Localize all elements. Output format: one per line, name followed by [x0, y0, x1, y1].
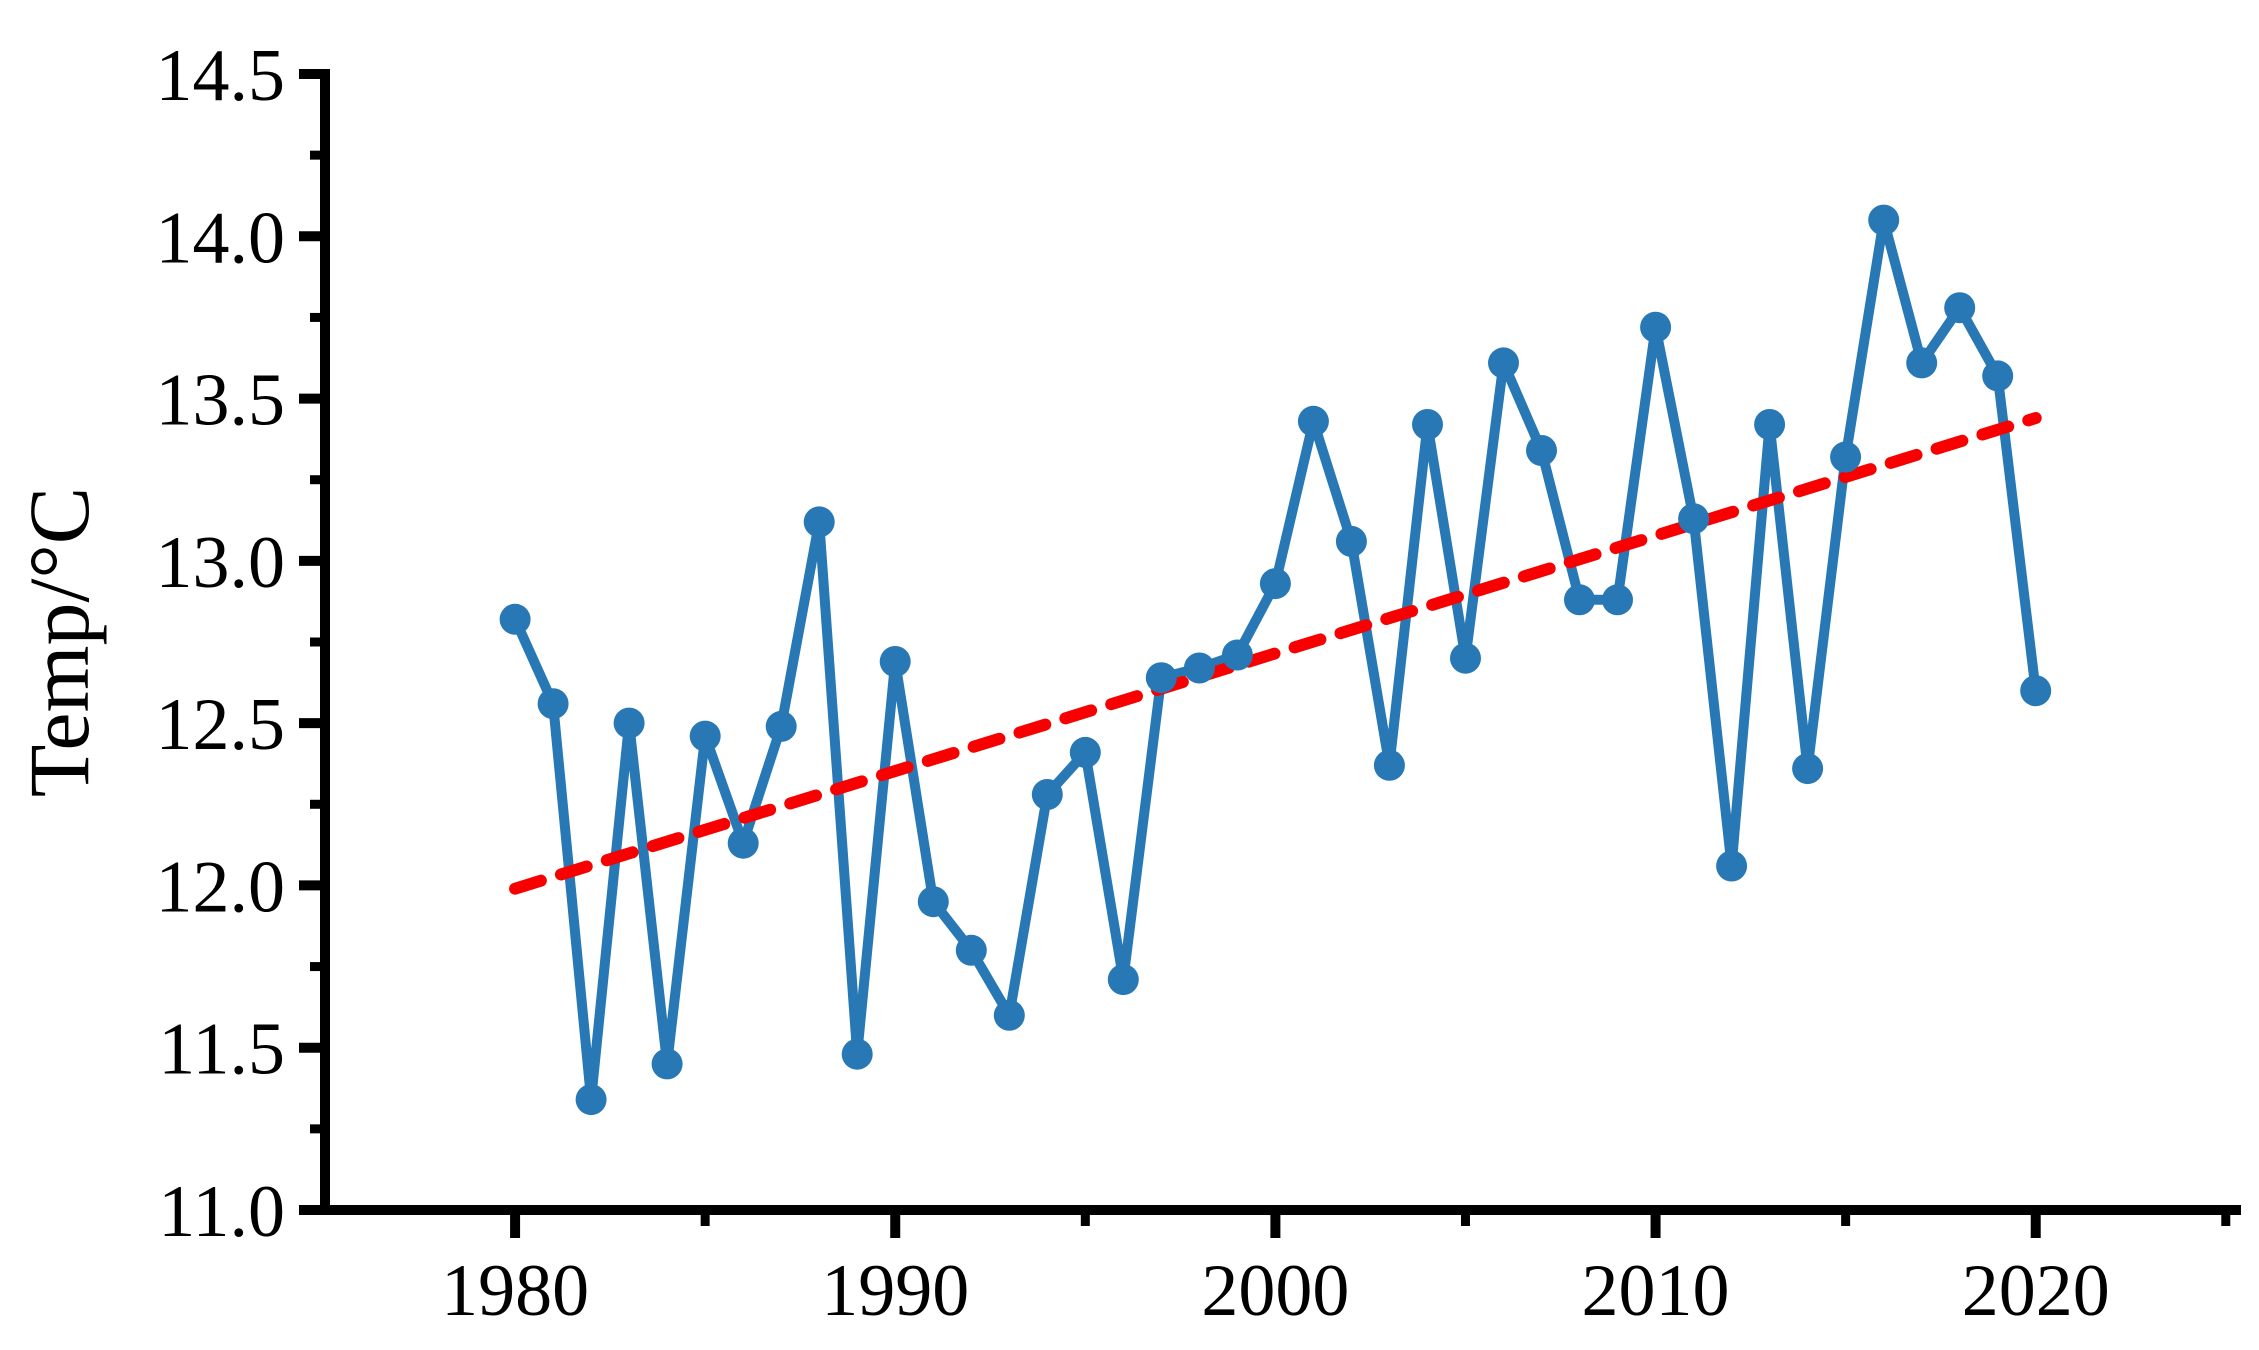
data-point-marker — [879, 646, 911, 677]
x-tick-label: 2020 — [1962, 1250, 2110, 1332]
data-point-marker — [1678, 503, 1710, 535]
y-tick-label: 14.0 — [156, 197, 286, 279]
data-point-marker — [993, 999, 1025, 1031]
data-point-marker — [803, 506, 835, 538]
y-tick-label: 11.0 — [158, 1171, 285, 1253]
data-point-marker — [537, 688, 569, 720]
data-point-marker — [689, 720, 721, 752]
y-axis-title: Temp/°C — [11, 487, 107, 797]
data-point-marker — [1183, 652, 1215, 684]
data-point-marker — [1944, 292, 1976, 324]
data-point-marker — [917, 886, 949, 918]
data-point-marker — [1259, 568, 1291, 600]
series-layer — [499, 204, 2052, 1116]
data-point-marker — [575, 1084, 607, 1116]
data-point-marker — [765, 710, 797, 742]
data-point-marker — [1868, 204, 1900, 236]
temperature-line — [510, 215, 2041, 1105]
y-tick-label: 12.5 — [156, 684, 286, 766]
y-tick-label: 13.5 — [156, 360, 286, 442]
x-tick-label: 2000 — [1201, 1250, 1349, 1332]
data-point-marker — [1069, 736, 1101, 768]
data-point-marker — [1450, 642, 1481, 674]
data-point-marker — [1602, 584, 1633, 616]
data-point-marker — [2020, 675, 2052, 707]
data-point-marker — [1145, 662, 1177, 694]
y-tick-label: 11.5 — [158, 1009, 285, 1091]
data-point-marker — [1373, 749, 1405, 781]
data-point-marker — [1640, 311, 1672, 343]
data-point-marker — [651, 1048, 683, 1080]
data-point-marker — [1830, 441, 1862, 473]
data-point-marker — [1107, 964, 1139, 996]
trend-line — [509, 412, 2042, 895]
data-point-marker — [841, 1038, 873, 1070]
data-point-marker — [1297, 405, 1329, 437]
data-point-marker — [1412, 409, 1443, 440]
y-tick-label: 12.0 — [156, 846, 286, 928]
data-point-marker — [1526, 435, 1557, 466]
data-point-marker — [613, 707, 645, 739]
y-tick-label: 14.5 — [156, 35, 286, 117]
y-tick-label: 13.0 — [156, 522, 286, 604]
data-point-marker — [727, 827, 759, 859]
data-point-marker — [1792, 753, 1824, 785]
data-point-marker — [1031, 779, 1063, 810]
data-point-marker — [499, 603, 531, 635]
data-point-marker — [1754, 409, 1786, 440]
x-tick-label: 2010 — [1582, 1250, 1730, 1332]
data-point-marker — [1906, 347, 1938, 379]
data-point-marker — [1982, 360, 2014, 392]
data-point-marker — [1335, 525, 1367, 557]
data-point-marker — [1716, 850, 1748, 882]
data-point-marker — [1564, 584, 1595, 616]
data-point-marker — [1221, 639, 1253, 671]
data-point-marker — [955, 934, 987, 966]
x-tick-label: 1990 — [821, 1250, 969, 1332]
x-tick-label: 1980 — [441, 1250, 589, 1332]
axes-layer: 11.0 11.5 12.0 12.5 13.0 13.5 14.0 14.5 1980 1990… — [156, 35, 2241, 1332]
data-point-marker — [1488, 347, 1519, 379]
